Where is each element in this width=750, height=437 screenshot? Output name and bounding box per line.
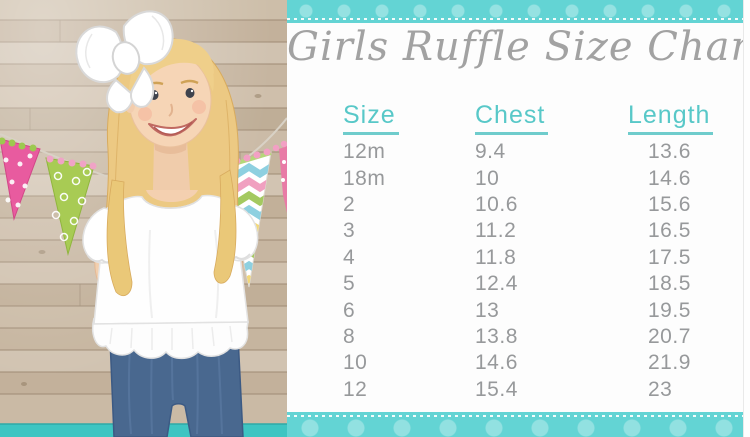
pink-pennant: [0, 137, 41, 221]
length-value: 23: [648, 377, 673, 401]
length-value: 20.7: [648, 324, 691, 348]
table-row: 5 12.4 18.5: [343, 271, 742, 297]
chest-skin: [146, 190, 198, 202]
size-value: 12: [343, 377, 368, 401]
polka-dot-ribbon-bottom: [287, 412, 750, 437]
length-value: 15.6: [648, 192, 691, 216]
table-row: 12 15.4 23: [343, 377, 742, 403]
table-row: 12m 9.4 13.6: [343, 139, 742, 165]
chest-value: 11.2: [475, 219, 517, 243]
chart-title: Girls Ruffle Size Chart: [287, 24, 750, 70]
chest-value: 10: [475, 166, 500, 190]
column-header-length: Length: [628, 101, 714, 135]
chest-value: 15.4: [475, 377, 518, 401]
size-value: 6: [343, 298, 356, 322]
size-value: 3: [343, 219, 356, 243]
table-header-row: Size Chest Length: [343, 101, 742, 135]
chest-value: 14.6: [475, 351, 518, 375]
hair-bow: [75, 10, 174, 114]
column-header-chest: Chest: [475, 101, 549, 135]
table-row: 4 11.8 17.5: [343, 245, 742, 271]
length-value: 16.5: [648, 219, 691, 243]
table-row: 6 13 19.5: [343, 297, 742, 323]
length-value: 19.5: [648, 298, 691, 322]
hair-strand-right: [213, 169, 237, 284]
girl-photo: [0, 0, 287, 437]
table-row: 10 14.6 21.9: [343, 350, 742, 376]
right-edge-strip: [743, 0, 750, 437]
ruffle-hem: [92, 317, 249, 360]
green-pennant: [45, 155, 97, 256]
eyes: [149, 88, 195, 100]
size-value: 4: [343, 245, 356, 269]
table-row: 8 13.8 20.7: [343, 324, 742, 350]
length-value: 13.6: [648, 140, 691, 164]
girl: [75, 10, 259, 437]
edge-pennant-sliver: [272, 140, 287, 213]
chest-value: 13.8: [475, 324, 518, 348]
size-value: 10: [343, 351, 368, 375]
length-value: 17.5: [648, 245, 691, 269]
size-value: 12m: [343, 140, 386, 164]
chest-value: 12.4: [475, 272, 518, 296]
polka-dot-ribbon-top: [287, 0, 750, 23]
chest-value: 11.8: [475, 245, 517, 269]
chest-value: 13: [475, 298, 500, 322]
nose: [168, 103, 174, 117]
chest-value: 10.6: [475, 192, 518, 216]
size-table: 12m 9.4 13.6 18m 10 14.6 2 10.6 15.6 3 1…: [343, 139, 742, 403]
column-header-size: Size: [343, 101, 399, 135]
hair-strand-left: [106, 179, 133, 296]
chest-value: 9.4: [475, 140, 506, 164]
table-row: 18m 10 14.6: [343, 165, 742, 191]
length-value: 18.5: [648, 272, 691, 296]
size-value: 18m: [343, 166, 386, 190]
size-value: 8: [343, 324, 356, 348]
size-chart-panel: Girls Ruffle Size Chart Size Chest Lengt…: [287, 0, 750, 437]
table-row: 2 10.6 15.6: [343, 192, 742, 218]
size-value: 2: [343, 192, 356, 216]
length-value: 21.9: [648, 351, 691, 375]
table-row: 3 11.2 16.5: [343, 218, 742, 244]
length-value: 14.6: [648, 166, 691, 190]
size-value: 5: [343, 272, 356, 296]
